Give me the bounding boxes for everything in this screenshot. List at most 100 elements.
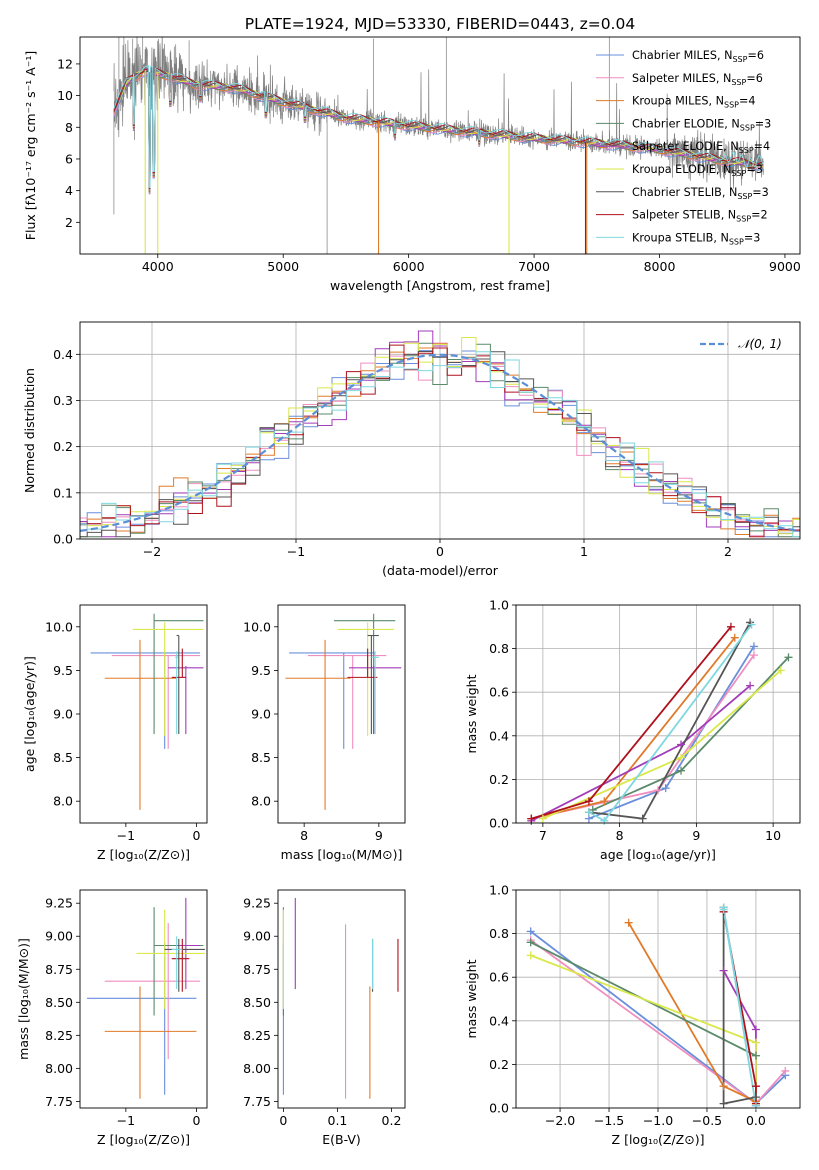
y-tick-label: 0.6 — [489, 685, 509, 700]
x-tick-label: 9000 — [769, 259, 801, 274]
y-tick-label: 8.00 — [45, 1061, 73, 1076]
weight-marker — [526, 927, 535, 936]
spectrum-legend: Chabrier MILES, NSSP=6 Salpeter MILES, NS… — [596, 49, 771, 246]
legend-label: Chabrier MILES, NSSP=6 — [632, 49, 764, 64]
weight-marker — [600, 797, 609, 806]
histogram-8 — [80, 351, 800, 538]
weight_vs_Z-axes: −2.0 −1.5 −1.0 −0.5 0.0 0.0 0.2 0.4 0.6 0.8 1.0 Z [… — [464, 883, 801, 1147]
x-tick-label: 9 — [692, 828, 700, 843]
y-tick-label: 9.0 — [251, 707, 271, 722]
x-tick-label: 0.1 — [328, 1113, 348, 1128]
histogram-1 — [80, 342, 800, 538]
x-tick-label: 8000 — [644, 259, 676, 274]
legend-label: Kroupa MILES, NSSP=4 — [632, 95, 755, 110]
x-tick-label: −2 — [143, 544, 161, 559]
age_vs_Z-axes: −1 0 8.0 8.5 9.0 9.5 10.0 Z [log₁₀(Z/Z⊙)] age [l… — [22, 604, 208, 862]
weight-marker — [751, 1025, 760, 1034]
spectrum-plot-area — [113, 37, 764, 254]
x-tick-label: −1 — [117, 828, 135, 843]
y-tick-label: 9.5 — [53, 663, 73, 678]
weight-marker — [719, 1099, 728, 1108]
weight-marker — [726, 622, 735, 631]
x-axis-label: Z [log₁₀(Z/Z⊙)] — [97, 847, 190, 862]
weight-marker — [730, 633, 739, 642]
x-tick-label: −1.0 — [643, 1113, 673, 1128]
y-tick-label: 2 — [65, 215, 73, 230]
weight-marker — [677, 753, 686, 762]
y-tick-label: 1.0 — [489, 598, 509, 613]
mass_vs_ebv-axes: 0 0.1 0.2 7.75 8.00 8.25 8.50 8.75 9.00 9.25 E(B-V… — [243, 889, 406, 1147]
x-tick-label: 7000 — [518, 259, 550, 274]
weight-marker — [749, 651, 758, 660]
y-tick-label: 8.50 — [243, 995, 271, 1010]
y-tick-label: 9.0 — [53, 707, 73, 722]
y-tick-label: 0.8 — [489, 926, 509, 941]
y-tick-label: 6 — [65, 151, 73, 166]
x-tick-label: 9 — [375, 828, 383, 843]
weight-marker — [661, 784, 670, 793]
normal-curve — [80, 353, 798, 532]
weight-marker — [719, 966, 728, 975]
weight-marker — [584, 808, 593, 817]
y-tick-label: 8.00 — [243, 1061, 271, 1076]
age_vs_mass-axes: 8 9 8.0 8.5 9.0 9.5 10.0 mass [log₁₀(M/M⊙)] — [243, 604, 406, 862]
y-tick-label: 10.0 — [243, 619, 271, 634]
histogram-7 — [80, 344, 800, 538]
x-tick-label: 0 — [192, 1113, 200, 1128]
y-tick-label: 0.2 — [489, 772, 509, 787]
weight-marker — [751, 1082, 760, 1091]
legend-label: Chabrier ELODIE, NSSP=3 — [632, 117, 771, 132]
y-tick-label: 4 — [65, 183, 73, 198]
weight-marker — [781, 1066, 790, 1075]
x-axis-label: E(B-V) — [322, 1132, 361, 1147]
y-tick-label: 0.8 — [489, 641, 509, 656]
y-tick-label: 0.0 — [489, 1101, 509, 1116]
weight_vs_Z-plot-area — [516, 890, 800, 1108]
weight-marker — [526, 951, 535, 960]
y-tick-label: 0.0 — [53, 532, 73, 547]
residuals-axes: −2 −1 0 1 2 0.0 0.1 0.2 0.3 0.4 (data-model)/error… — [22, 321, 801, 578]
x-tick-label: 8 — [616, 828, 624, 843]
x-tick-label: 7 — [539, 828, 547, 843]
y-axis-label: age [log₁₀(age/yr)] — [22, 656, 37, 772]
mass_vs_ebv-plot-area — [282, 897, 399, 1099]
x-tick-label: 0 — [192, 828, 200, 843]
y-tick-label: 8 — [65, 120, 73, 135]
weight_vs_Z-frame — [515, 889, 801, 1109]
legend-label: Kroupa STELIB, NSSP=3 — [632, 231, 760, 246]
weight-marker — [624, 918, 633, 927]
weight-marker — [527, 814, 536, 823]
histogram-5 — [80, 337, 800, 535]
x-tick-label: 0 — [436, 544, 444, 559]
y-tick-label: 1.0 — [489, 883, 509, 898]
weight-marker — [751, 1038, 760, 1047]
spectrum-frame — [79, 36, 801, 255]
y-tick-label: 9.25 — [45, 896, 73, 911]
weight-marker — [600, 816, 609, 825]
residuals-frame — [79, 321, 801, 540]
x-tick-label: 0.0 — [746, 1113, 766, 1128]
x-tick-label: 2 — [724, 544, 732, 559]
x-tick-label: 4000 — [142, 259, 174, 274]
x-axis-label: wavelength [Angstrom, rest frame] — [330, 278, 550, 293]
weight-line-7 — [531, 626, 732, 820]
y-tick-label: 0.4 — [489, 1013, 509, 1028]
x-axis-label: (data-model)/error — [382, 563, 499, 578]
weight-marker — [677, 766, 686, 775]
weight_vs_age-frame — [515, 604, 801, 824]
weight-line-3 — [592, 656, 790, 811]
weight-marker — [776, 666, 785, 675]
y-tick-label: 10 — [57, 88, 73, 103]
y-tick-label: 12 — [57, 56, 73, 71]
mass_vs_ebv-frame — [277, 889, 406, 1109]
weight_vs_age-axes: 7 8 9 10 0.0 0.2 0.4 0.6 0.8 1.0 age [log₁₀(age/yr… — [464, 598, 801, 862]
y-tick-label: 9.5 — [251, 663, 271, 678]
weight-line-2 — [627, 922, 757, 1103]
y-tick-label: 9.00 — [243, 929, 271, 944]
x-tick-label: −2.0 — [545, 1113, 575, 1128]
y-tick-label: 9.00 — [45, 929, 73, 944]
histogram-3 — [80, 342, 800, 538]
y-tick-label: 8.25 — [45, 1028, 73, 1043]
mass_vs_Z-frame — [79, 889, 208, 1109]
